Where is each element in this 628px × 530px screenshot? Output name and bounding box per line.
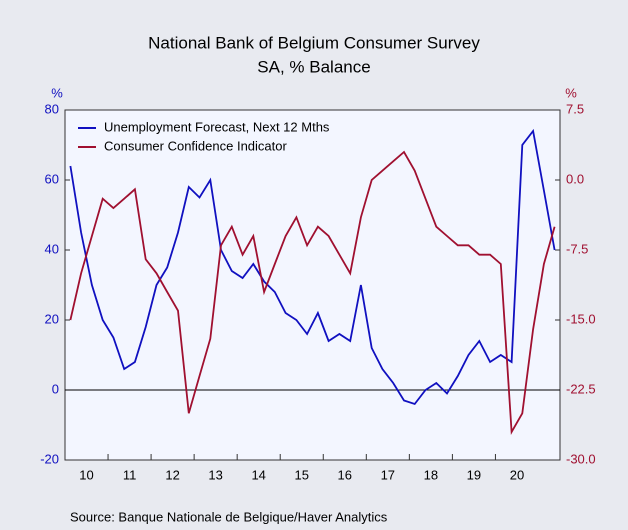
y2-tick-label: 0.0 xyxy=(566,171,584,186)
y2-tick-label: -7.5 xyxy=(566,241,588,256)
source: Source: Banque Nationale de Belgique/Hav… xyxy=(70,509,388,524)
y-tick-label: 80 xyxy=(45,101,59,116)
y-tick-label: 60 xyxy=(45,171,59,186)
x-tick-label: 18 xyxy=(424,467,438,482)
chart-subtitle: SA, % Balance xyxy=(257,57,370,76)
x-tick-label: 15 xyxy=(295,467,309,482)
series-line xyxy=(69,150,556,436)
y-tick-label: -20 xyxy=(40,451,59,466)
y2-tick-label: 7.5 xyxy=(566,101,584,116)
x-tick-label: 17 xyxy=(381,467,395,482)
x-tick-label: 14 xyxy=(251,467,265,482)
y-tick-label: 40 xyxy=(45,241,59,256)
plot-area xyxy=(64,109,561,461)
y2-unit: % xyxy=(565,85,577,100)
y-tick-label: 0 xyxy=(52,381,59,396)
y-unit: % xyxy=(51,85,63,100)
x-tick-label: 20 xyxy=(510,467,524,482)
x-tick-label: 13 xyxy=(208,467,222,482)
x-tick-label: 10 xyxy=(79,467,93,482)
y2-tick-label: -30.0 xyxy=(566,451,596,466)
y2-tick-label: -22.5 xyxy=(566,381,596,396)
y-tick-label: 20 xyxy=(45,311,59,326)
series-line xyxy=(69,128,556,406)
legend-label: Unemployment Forecast, Next 12 Mths xyxy=(104,119,330,134)
legend-label: Consumer Confidence Indicator xyxy=(104,138,287,153)
x-tick-label: 11 xyxy=(123,467,137,482)
x-tick-label: 16 xyxy=(338,467,352,482)
y2-tick-label: -15.0 xyxy=(566,311,596,326)
chart-title: National Bank of Belgium Consumer Survey xyxy=(148,33,480,52)
x-tick-label: 19 xyxy=(467,467,481,482)
x-tick-label: 12 xyxy=(165,467,179,482)
